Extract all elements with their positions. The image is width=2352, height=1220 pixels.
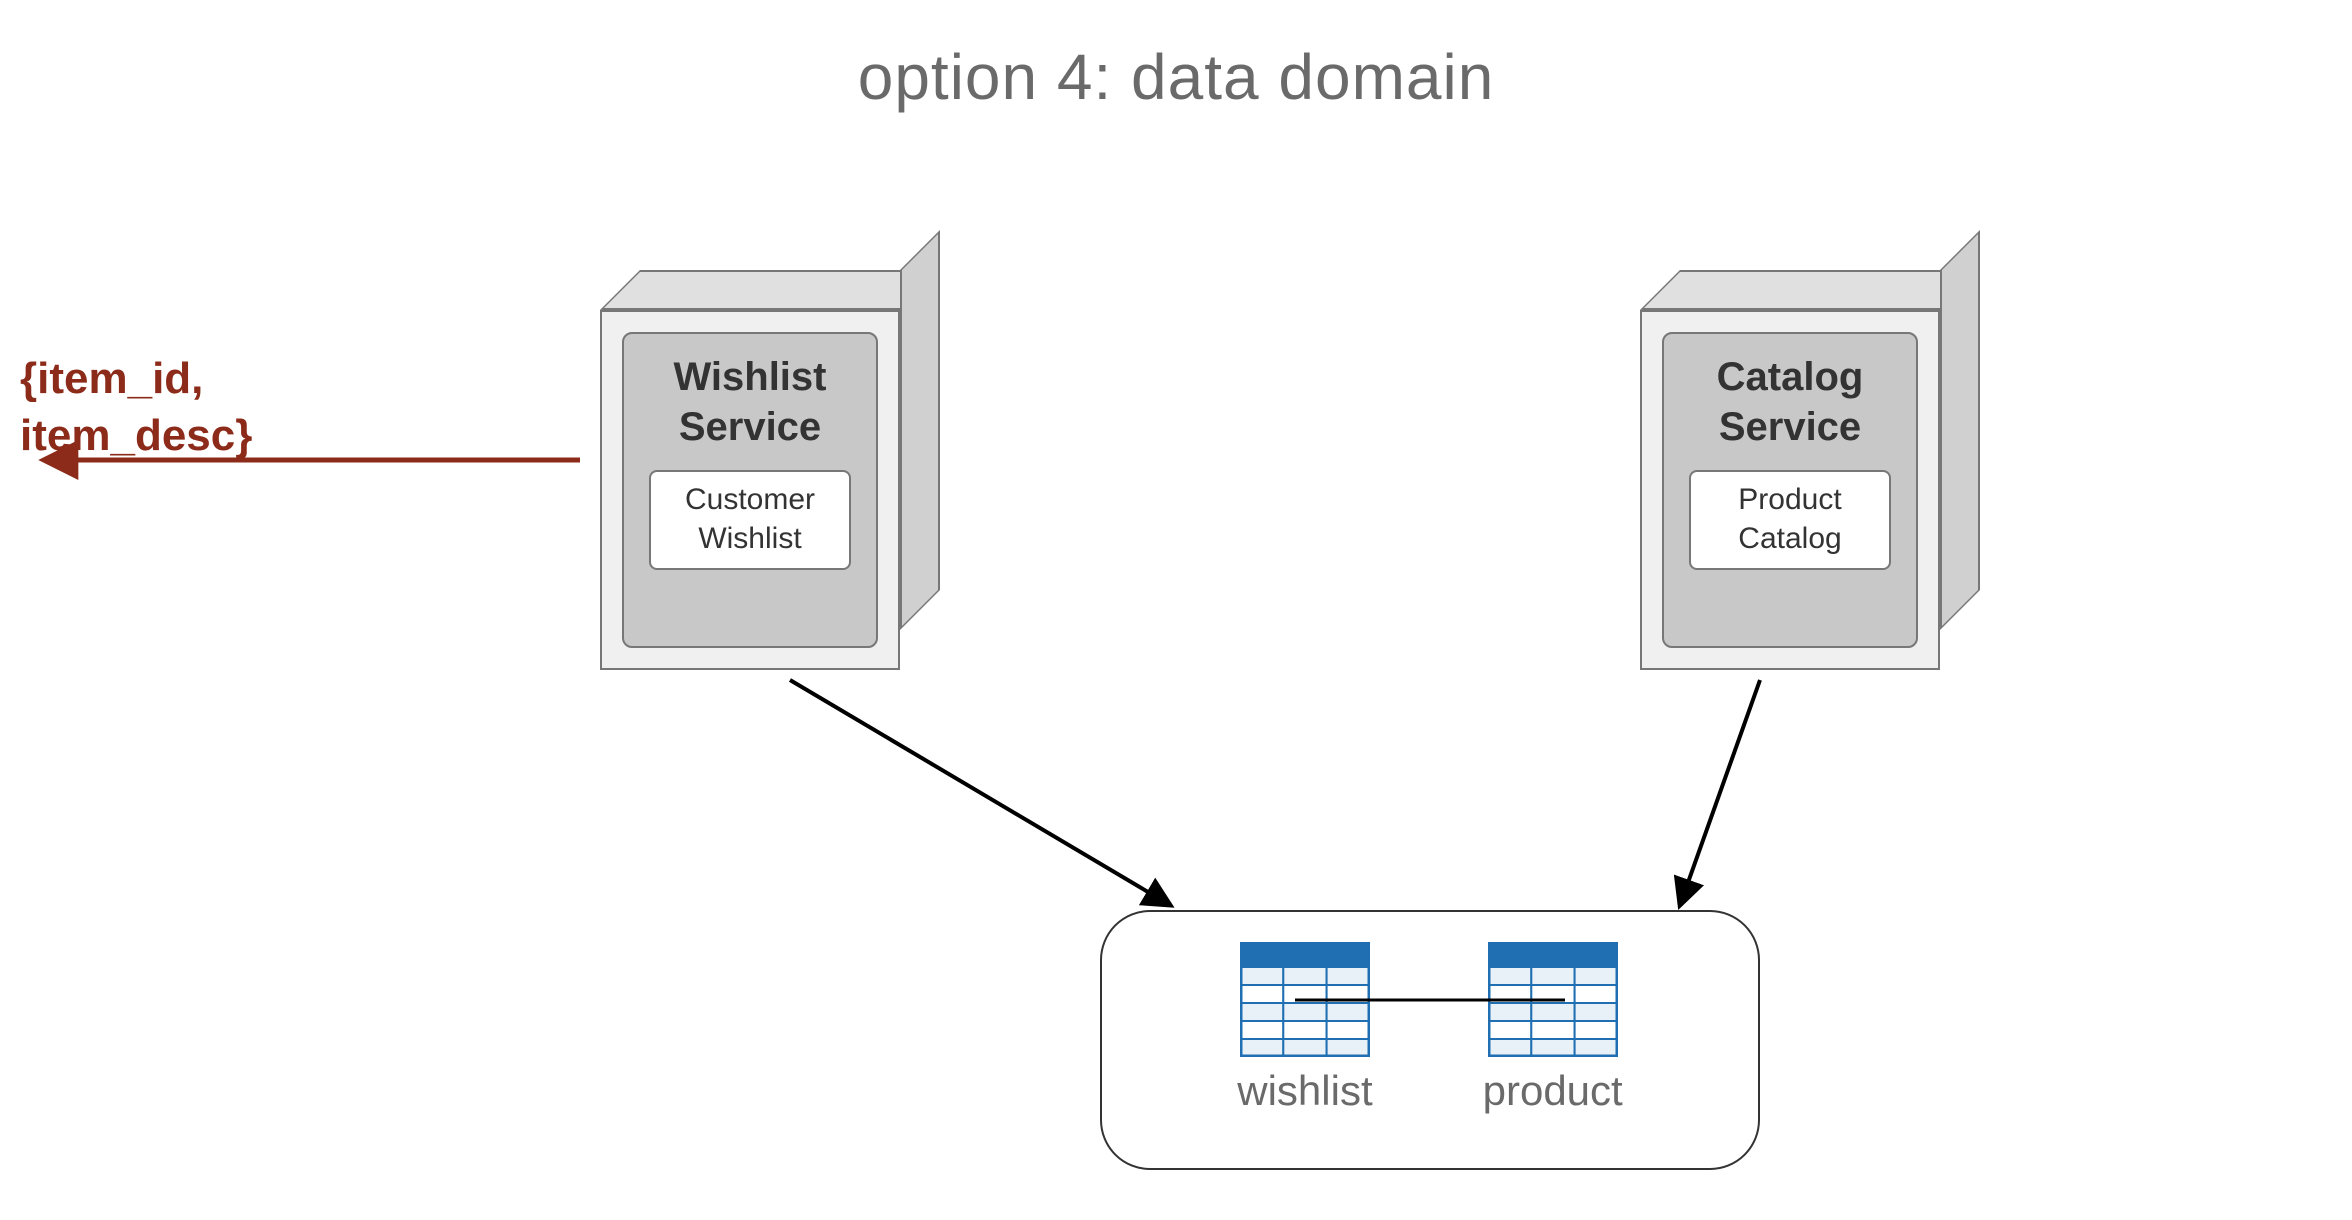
- box-side-face: [1940, 230, 1980, 630]
- wishlist-to-db-arrow: [790, 680, 1170, 905]
- service-subcomponent: CustomerWishlist: [649, 470, 851, 570]
- output-annotation: {item_id, item_desc}: [20, 350, 252, 464]
- box-top-face: [600, 270, 940, 310]
- product-table: product: [1483, 942, 1623, 1115]
- database-group: wishlist: [1100, 910, 1760, 1170]
- catalog-to-db-arrow: [1680, 680, 1760, 905]
- box-side-face: [900, 230, 940, 630]
- box-front-face: CatalogService ProductCatalog: [1640, 310, 1940, 670]
- table-icon: [1240, 942, 1370, 1057]
- service-title: WishlistService: [674, 352, 827, 452]
- wishlist-service-box: WishlistService CustomerWishlist: [600, 270, 900, 630]
- service-title: CatalogService: [1717, 352, 1864, 452]
- service-inner-panel: WishlistService CustomerWishlist: [622, 332, 878, 648]
- service-inner-panel: CatalogService ProductCatalog: [1662, 332, 1918, 648]
- service-subcomponent: ProductCatalog: [1689, 470, 1891, 570]
- table-icon: [1488, 942, 1618, 1057]
- box-front-face: WishlistService CustomerWishlist: [600, 310, 900, 670]
- table-label: wishlist: [1237, 1067, 1372, 1115]
- table-label: product: [1483, 1067, 1623, 1115]
- diagram-title: option 4: data domain: [0, 40, 2352, 114]
- box-top-face: [1640, 270, 1980, 310]
- catalog-service-box: CatalogService ProductCatalog: [1640, 270, 1940, 630]
- diagram-canvas: option 4: data domain {item_id, item_des…: [0, 0, 2352, 1220]
- wishlist-table: wishlist: [1237, 942, 1372, 1115]
